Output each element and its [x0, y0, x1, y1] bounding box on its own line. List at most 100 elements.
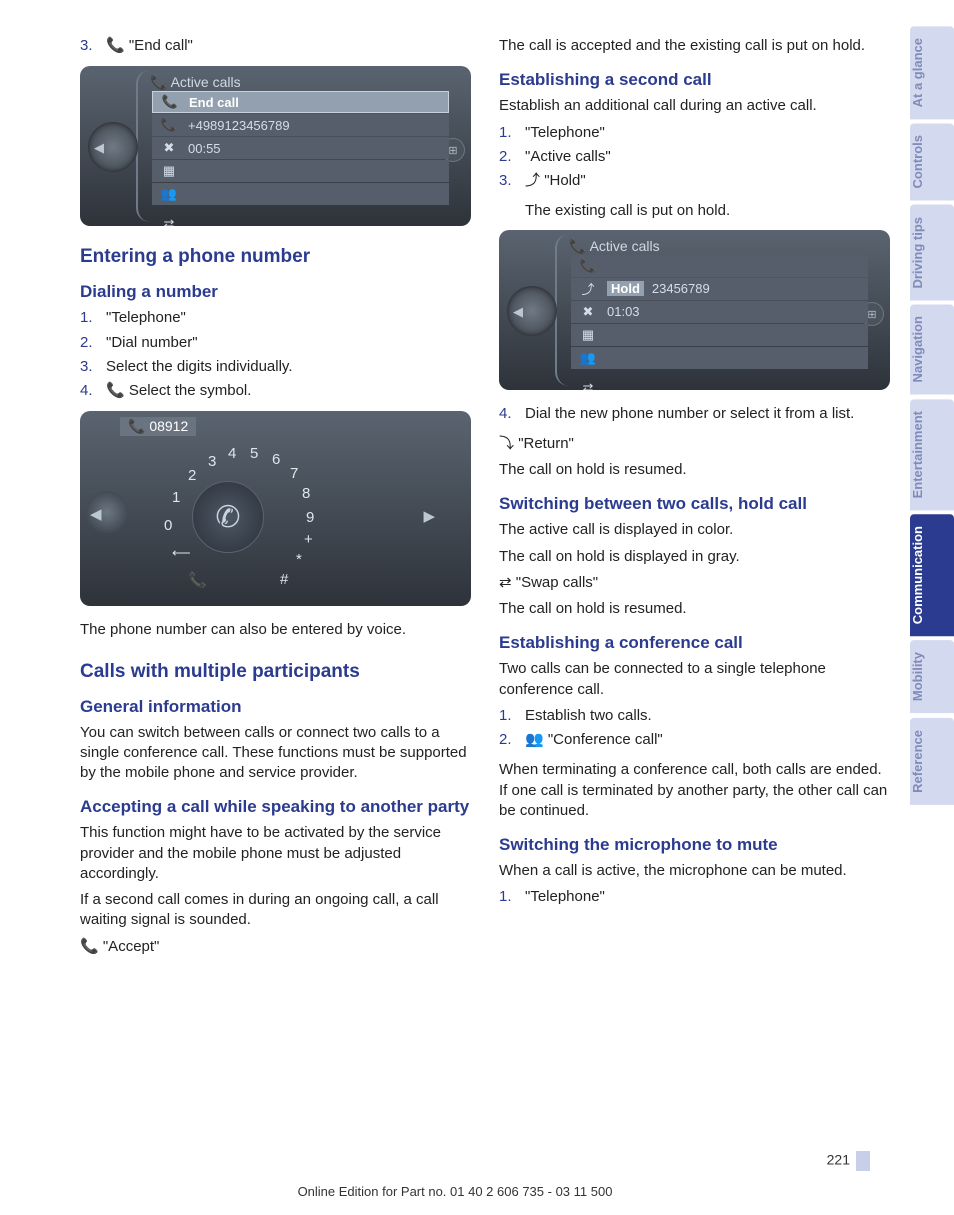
list-item: 1."Telephone": [499, 887, 890, 907]
left-column: 3. 📞 "End call" 📞 Active calls ◀ ⊞ �: [80, 30, 471, 1205]
conference-icon: 👥: [525, 731, 544, 748]
list-item: 1."Telephone": [80, 308, 471, 328]
idrive-knob-icon: ◀: [88, 122, 138, 172]
second-note: The existing call is put on hold.: [525, 201, 890, 221]
screenshot-menu: 📞 ⤴ Hold23456789 ✖ 01:03 ▦ 👥 ⇄: [571, 254, 868, 390]
side-tab-navigation[interactable]: Navigation: [910, 304, 954, 394]
heading-second: Establishing a second call: [499, 70, 890, 90]
menu-item: ✖ 01:03: [571, 301, 868, 323]
list-item: 3.⤴ "Hold": [499, 171, 890, 191]
side-tab-at-a-glance[interactable]: At a glance: [910, 26, 954, 119]
list-item: 3. 📞 "End call": [80, 36, 471, 56]
conf-intro: Two calls can be connected to a single t…: [499, 659, 890, 700]
menu-item: ⇄: [152, 213, 449, 226]
keypad-icon: ▦: [158, 163, 180, 179]
dialpad-key: 3: [208, 453, 216, 470]
second-intro: Establish an additional call during an a…: [499, 96, 890, 116]
heading-switch: Switching between two calls, hold call: [499, 494, 890, 514]
dialpad-key: *: [296, 551, 302, 568]
list-item: 3.Select the digits individually.: [80, 357, 471, 377]
page-root: 3. 📞 "End call" 📞 Active calls ◀ ⊞ �: [0, 0, 954, 1215]
phone-icon: 📞: [577, 258, 599, 274]
menu-item: ⇄: [571, 377, 868, 390]
heading-conf: Establishing a conference call: [499, 633, 890, 653]
hold-icon: ⤴: [525, 172, 540, 189]
list-item: 4.📞 Select the symbol.: [80, 381, 471, 401]
heading-mute: Switching the microphone to mute: [499, 835, 890, 855]
list-item: 2."Dial number": [80, 333, 471, 353]
side-tabs: At a glanceControls Driving tipsNavigatio…: [910, 0, 954, 1215]
conf-steps-list: 1.Establish two calls. 2.👥 "Conference c…: [499, 706, 890, 751]
dial-phone-icon: ✆: [192, 481, 264, 553]
hold-icon: ⤴: [577, 279, 599, 298]
accepting-p2: If a second call comes in during an ongo…: [80, 890, 471, 931]
dialpad-entered: 📞 08912: [120, 417, 196, 436]
dialpad-key: 5: [250, 445, 258, 462]
menu-item-highlight: 📞 End call: [152, 91, 449, 113]
menu-item: 📞 +4989123456789: [152, 114, 449, 136]
mute-intro: When a call is active, the microphone ca…: [499, 861, 890, 881]
side-tab-communication[interactable]: Communication: [910, 514, 954, 636]
dialpad-key: 4: [228, 445, 236, 462]
menu-item: ⤴ Hold23456789: [571, 278, 868, 300]
mute-icon: ✖: [158, 140, 180, 156]
heading-multi: Calls with multiple participants: [80, 661, 471, 683]
phone-accept-icon: 📞: [80, 938, 99, 955]
screenshot-title: 📞 Active calls: [569, 238, 660, 255]
list-text: "End call": [129, 37, 193, 54]
voice-note: The phone number can also be entered by …: [80, 620, 471, 640]
side-tab-controls[interactable]: Controls: [910, 123, 954, 200]
screenshot-active-calls-end: 📞 Active calls ◀ ⊞ 📞 End call 📞 +4989123…: [80, 66, 471, 226]
side-tab-mobility[interactable]: Mobility: [910, 640, 954, 713]
conference-icon: 👥: [158, 186, 180, 202]
heading-accepting: Accepting a call while speaking to anoth…: [80, 797, 471, 817]
dialpad-key: 6: [272, 451, 280, 468]
screenshot-menu: 📞 End call 📞 +4989123456789 ✖ 00:55 ▦: [152, 90, 449, 226]
dialpad-key: 0: [164, 517, 172, 534]
conf-after: When terminating a conference call, both…: [499, 760, 890, 821]
general-text: You can switch between calls or connect …: [80, 723, 471, 784]
side-tab-driving-tips[interactable]: Driving tips: [910, 205, 954, 301]
list-item: 1.Establish two calls.: [499, 706, 890, 726]
list-body: 📞 "End call": [106, 36, 471, 56]
side-tab-entertainment[interactable]: Entertainment: [910, 399, 954, 510]
content-columns: 3. 📞 "End call" 📞 Active calls ◀ ⊞ �: [0, 0, 910, 1215]
heading-dialing: Dialing a number: [80, 282, 471, 302]
menu-item: 👥: [152, 183, 449, 205]
second-steps-list: 1."Telephone" 2."Active calls" 3.⤴ "Hold…: [499, 123, 890, 192]
side-tab-reference[interactable]: Reference: [910, 718, 954, 805]
menu-item: ▦: [571, 324, 868, 346]
screenshot-dialpad: 📞 08912 ◀ ✆ ▶ 0 1 2 3 4 5 6 7 8 9 + * #: [80, 411, 471, 606]
hold-intro: The call is accepted and the existing ca…: [499, 36, 890, 56]
accepting-p1: This function might have to be activated…: [80, 823, 471, 884]
page-number: 221: [827, 1151, 870, 1171]
phone-icon: 📞: [159, 94, 181, 110]
list-item: 1."Telephone": [499, 123, 890, 143]
phone-icon: 📞: [188, 571, 207, 589]
swap-icon: ⇄: [158, 216, 180, 226]
dialpad-key: 8: [302, 485, 310, 502]
return-line: ⤵ "Return": [499, 434, 890, 454]
menu-item: ✖ 00:55: [152, 137, 449, 159]
menu-item: 👥: [571, 347, 868, 369]
dial-steps-list: 1."Telephone" 2."Dial number" 3.Select t…: [80, 308, 471, 401]
phone-end-icon: 📞: [106, 37, 125, 54]
dialpad-key: 2: [188, 467, 196, 484]
accept-line: 📞 "Accept": [80, 937, 471, 957]
dialpad-key: 7: [290, 465, 298, 482]
phone-icon: 📞: [106, 382, 125, 399]
swap-line: ⇄ "Swap calls": [499, 573, 890, 593]
list-item: 4.Dial the new phone number or select it…: [499, 404, 890, 424]
dialpad-key: #: [280, 571, 288, 588]
swap-icon: ⇄: [577, 380, 599, 390]
list-number: 3.: [80, 36, 106, 56]
end-call-list: 3. 📞 "End call": [80, 36, 471, 56]
conference-icon: 👥: [577, 350, 599, 366]
list-item: 2.👥 "Conference call": [499, 730, 890, 750]
idrive-knob-icon: ◀: [86, 491, 128, 533]
screenshot-active-calls-hold: 📞 Active calls ◀ ⊞ 📞 ⤴ Hold23456789 ✖ 01…: [499, 230, 890, 390]
phone-icon: 📞: [158, 117, 180, 133]
keypad-icon: ▦: [577, 327, 599, 343]
heading-general: General information: [80, 697, 471, 717]
dialpad-key: 9: [306, 509, 314, 526]
